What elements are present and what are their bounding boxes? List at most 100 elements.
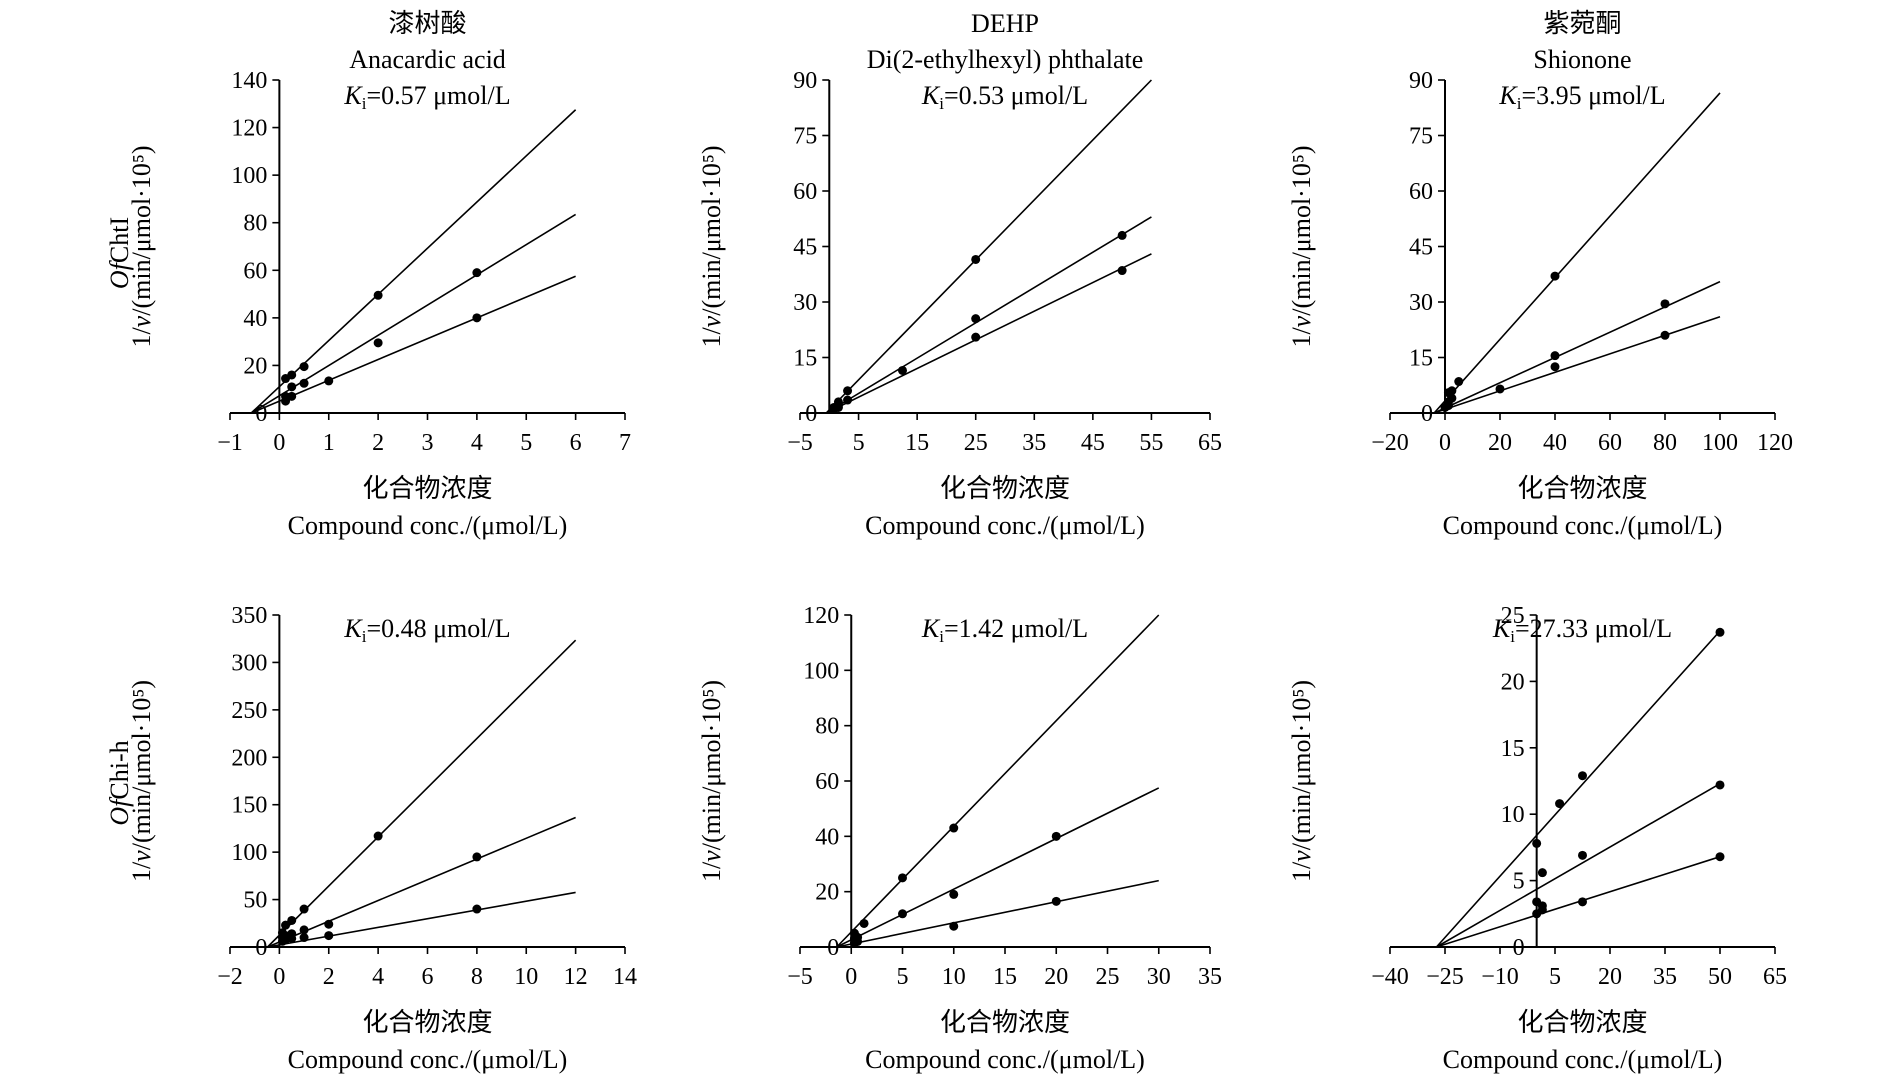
series-2-data-point: [472, 852, 482, 862]
x-tick-label: 55: [1139, 430, 1163, 456]
y-axis-title: 1/v/(min/μmol·10⁵): [127, 145, 156, 347]
x-tick-label: 0: [273, 430, 285, 456]
chart-panel-3: −20 0 20 40 60 80 100 120 0 15 30 45 60 75 90 紫菀酮 Shiono…: [1287, 9, 1793, 540]
y-tick-label: 20: [1501, 669, 1525, 695]
x-tick-label: −5: [787, 430, 813, 456]
x-axis-title-cn: 化合物浓度: [1517, 1008, 1647, 1037]
x-axis-title-en: Compound conc./(μmol/L): [865, 1045, 1145, 1074]
x-tick-label: 35: [1022, 430, 1046, 456]
y-tick-label: 30: [793, 290, 817, 316]
series-3-data-point: [1495, 384, 1505, 394]
y-tick-label: 60: [815, 769, 839, 795]
x-axis-title-en: Compound conc./(μmol/L): [288, 1045, 568, 1074]
chart-panels: −1 0 1 2 3 4 5 6 7020406080100120140漆树酸Anacardic…: [127, 9, 1793, 1074]
row-label-enzyme-ofchi-h: OfChi-h: [105, 740, 134, 825]
series-2-data-point: [1660, 299, 1670, 309]
series-3-data-point: [472, 313, 482, 323]
series-2-data-point: [299, 378, 309, 388]
series-3-data-point: [1443, 401, 1453, 411]
y-tick-label: 20: [243, 353, 267, 379]
x-tick-label: 8: [471, 964, 483, 990]
series-1-data-point: [1454, 377, 1464, 387]
y-tick-label: 15: [793, 346, 817, 372]
x-tick-label: −2: [217, 964, 243, 990]
series-2-data-point: [1117, 230, 1127, 240]
series-2-data-point: [1578, 850, 1587, 860]
series-3-data-point: [1532, 909, 1542, 919]
x-tick-label: 60: [1598, 430, 1622, 456]
series-3-data-point: [287, 933, 297, 943]
series-2-data-point: [1715, 780, 1725, 790]
chart-panel-5: −5 0 5 10 15 20 25 30 35 0 20 40 60 80 100 120 Ki=1.42 μ…: [697, 603, 1222, 1074]
series-2-fit-line: [836, 787, 1160, 948]
series-1-fit-line: [825, 79, 1153, 414]
y-tick-label: 0: [805, 401, 817, 427]
x-axis-title-cn: 化合物浓度: [940, 474, 1070, 503]
series-3-data-point: [1117, 266, 1127, 276]
chart-panel-1: −1 0 1 2 3 4 5 6 7020406080100120140漆树酸Anacardic…: [127, 9, 631, 540]
series-1-data-point: [1447, 386, 1457, 396]
y-tick-label: 120: [231, 116, 267, 142]
x-tick-label: 12: [564, 964, 588, 990]
series-3-data-point: [1715, 852, 1725, 862]
y-tick-label: 80: [243, 211, 267, 237]
y-axis-title: 1/v/(min/μmol·10⁵): [697, 680, 726, 882]
x-tick-label: 20: [1598, 964, 1622, 990]
ki-annotation: Ki=0.48 μmol/L: [343, 614, 510, 646]
x-axis-title-en: Compound conc./(μmol/L): [288, 511, 568, 540]
x-tick-label: 4: [471, 430, 483, 456]
x-tick-label: 15: [905, 430, 929, 456]
x-tick-label: 10: [514, 964, 538, 990]
x-tick-label: 45: [1081, 430, 1105, 456]
y-tick-label: 75: [1409, 124, 1433, 150]
series-2-data-point: [1051, 831, 1061, 841]
x-tick-label: 5: [897, 964, 909, 990]
x-tick-label: 2: [372, 430, 384, 456]
chart-panel-2: −5 5 15 25 35 45 55 65 0 15 30 45 60 75 90 DEHP Di(2-eth…: [697, 9, 1222, 540]
y-axis-title: 1/v/(min/μmol·10⁵): [697, 145, 726, 347]
row-label-1: OfChtI: [105, 217, 134, 289]
y-tick-label: 0: [1421, 401, 1433, 427]
series-1-data-point: [1550, 271, 1560, 281]
series-1-data-point: [373, 831, 383, 841]
y-tick-label: 50: [243, 888, 267, 914]
series-3-fit-line: [1433, 316, 1721, 414]
series-2-data-point: [299, 925, 309, 935]
y-tick-label: 75: [793, 124, 817, 150]
x-tick-label: −5: [787, 964, 813, 990]
chart-title-cn: 紫菀酮: [1543, 9, 1621, 38]
series-2-data-point: [898, 909, 907, 919]
series-3-data-point: [833, 402, 843, 412]
x-tick-label: 25: [964, 430, 988, 456]
chart-panel-4: −2 0 2 4 6 8 10 12 14 0 50 100 150 200 250 300 350 Ki=0.4…: [127, 603, 637, 1074]
series-2-data-point: [287, 382, 297, 392]
y-tick-label: 200: [231, 745, 267, 771]
x-axis-title-en: Compound conc./(μmol/L): [865, 511, 1145, 540]
series-3-data-point: [472, 904, 482, 914]
x-tick-label: 65: [1763, 964, 1787, 990]
y-tick-label: 0: [827, 935, 839, 961]
series-3-data-point: [971, 332, 981, 342]
series-3-data-point: [1051, 896, 1061, 906]
y-tick-label: 45: [1409, 235, 1433, 261]
row-label-enzyme-ofchti: OfChtI: [105, 217, 134, 289]
series-1-data-point: [299, 362, 309, 372]
series-3-data-point: [287, 391, 297, 401]
x-tick-label: 3: [422, 430, 434, 456]
x-tick-label: −1: [217, 430, 243, 456]
x-axis-title-cn: 化合物浓度: [362, 474, 492, 503]
series-1-data-point: [971, 254, 981, 264]
series-3-fit-line: [250, 275, 576, 414]
series-3-fit-line: [825, 253, 1152, 414]
chart-title-cn: 漆树酸: [388, 9, 466, 38]
x-tick-label: 0: [273, 964, 285, 990]
y-tick-label: 60: [243, 258, 267, 284]
series-2-data-point: [949, 889, 959, 899]
y-tick-label: 90: [793, 68, 817, 94]
series-1-data-point: [287, 370, 297, 380]
y-tick-label: 60: [1409, 179, 1433, 205]
x-tick-label: 7: [619, 430, 631, 456]
x-tick-label: −25: [1426, 964, 1464, 990]
